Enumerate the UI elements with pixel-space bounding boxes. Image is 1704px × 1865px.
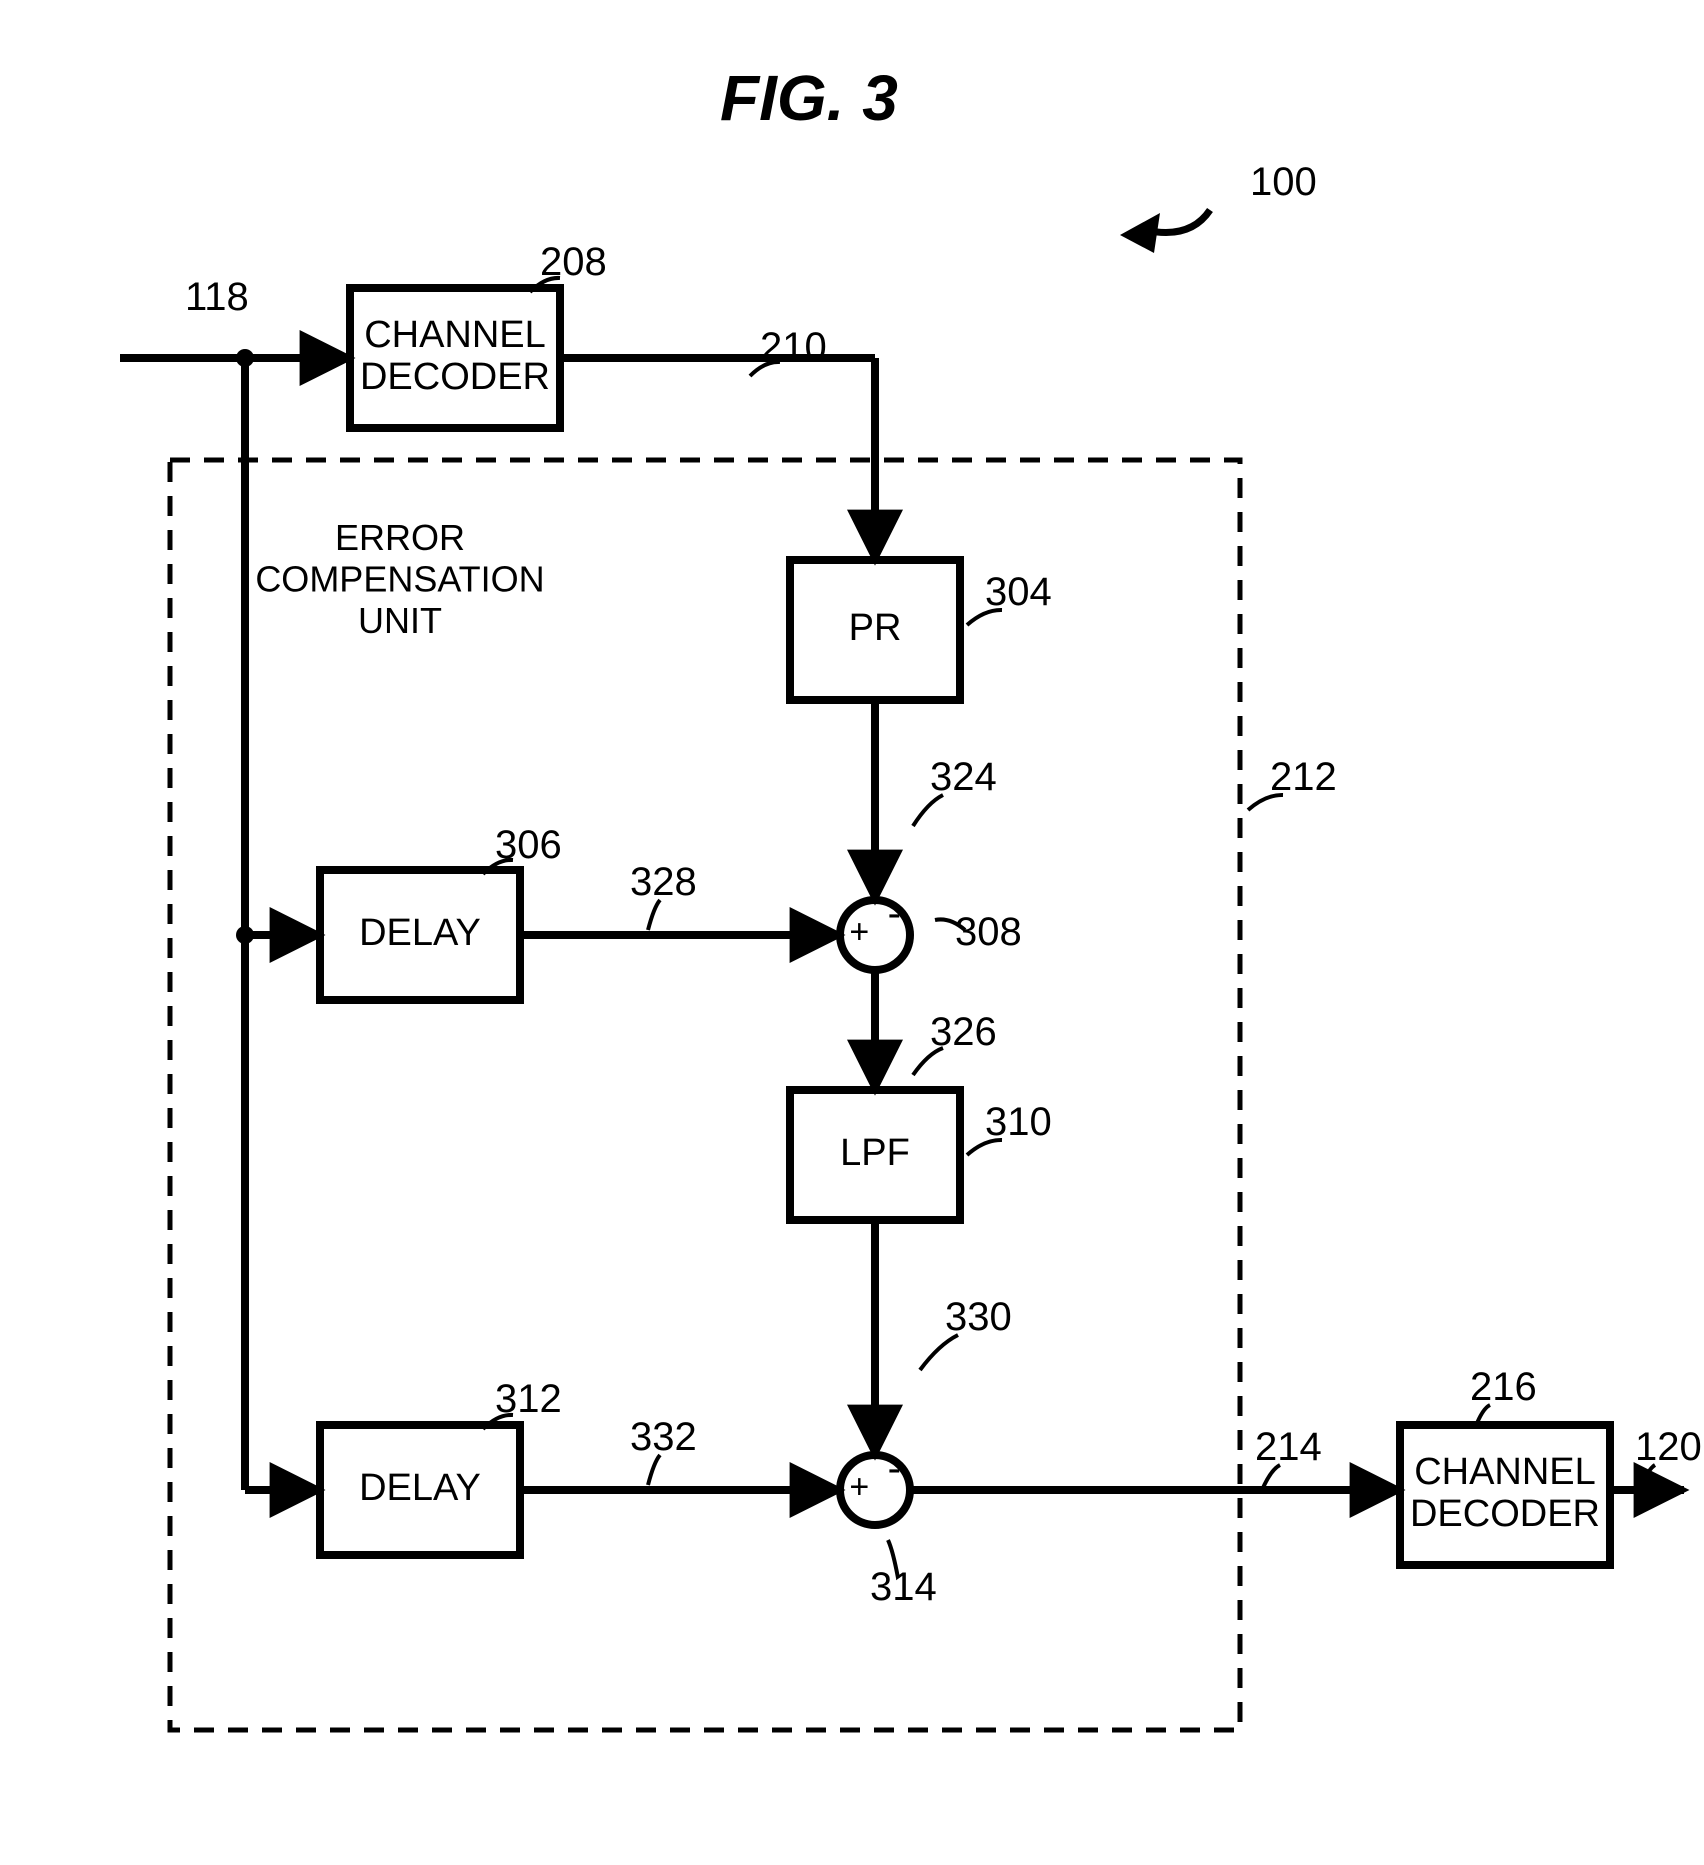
svg-text:100: 100 (1250, 160, 1317, 204)
svg-text:212: 212 (1270, 755, 1337, 799)
svg-text:324: 324 (930, 755, 997, 799)
svg-text:330: 330 (945, 1295, 1012, 1339)
svg-text:COMPENSATION: COMPENSATION (255, 558, 544, 599)
svg-text:DECODER: DECODER (360, 356, 550, 398)
svg-text:214: 214 (1255, 1425, 1322, 1469)
svg-text:310: 310 (985, 1100, 1052, 1144)
svg-text:ERROR: ERROR (335, 517, 465, 558)
svg-text:216: 216 (1470, 1365, 1537, 1409)
svg-text:-: - (888, 891, 901, 935)
svg-text:332: 332 (630, 1415, 697, 1459)
svg-text:LPF: LPF (840, 1132, 910, 1174)
svg-text:DECODER: DECODER (1410, 1493, 1600, 1535)
svg-text:DELAY: DELAY (359, 912, 481, 954)
svg-text:PR: PR (849, 607, 902, 649)
svg-text:120: 120 (1635, 1425, 1702, 1469)
svg-text:+: + (849, 1468, 869, 1506)
svg-text:CHANNEL: CHANNEL (364, 314, 546, 356)
svg-text:UNIT: UNIT (358, 600, 442, 641)
svg-text:FIG. 3: FIG. 3 (720, 62, 898, 134)
svg-text:+: + (849, 913, 869, 951)
svg-text:118: 118 (185, 275, 249, 319)
svg-text:CHANNEL: CHANNEL (1414, 1451, 1596, 1493)
svg-text:314: 314 (870, 1565, 937, 1609)
svg-text:304: 304 (985, 570, 1052, 614)
svg-text:308: 308 (955, 910, 1022, 954)
svg-text:DELAY: DELAY (359, 1467, 481, 1509)
figure-3-diagram: FIG. 3100ERRORCOMPENSATIONUNITCHANNELDEC… (0, 0, 1704, 1865)
svg-text:328: 328 (630, 860, 697, 904)
svg-text:-: - (888, 1446, 901, 1490)
